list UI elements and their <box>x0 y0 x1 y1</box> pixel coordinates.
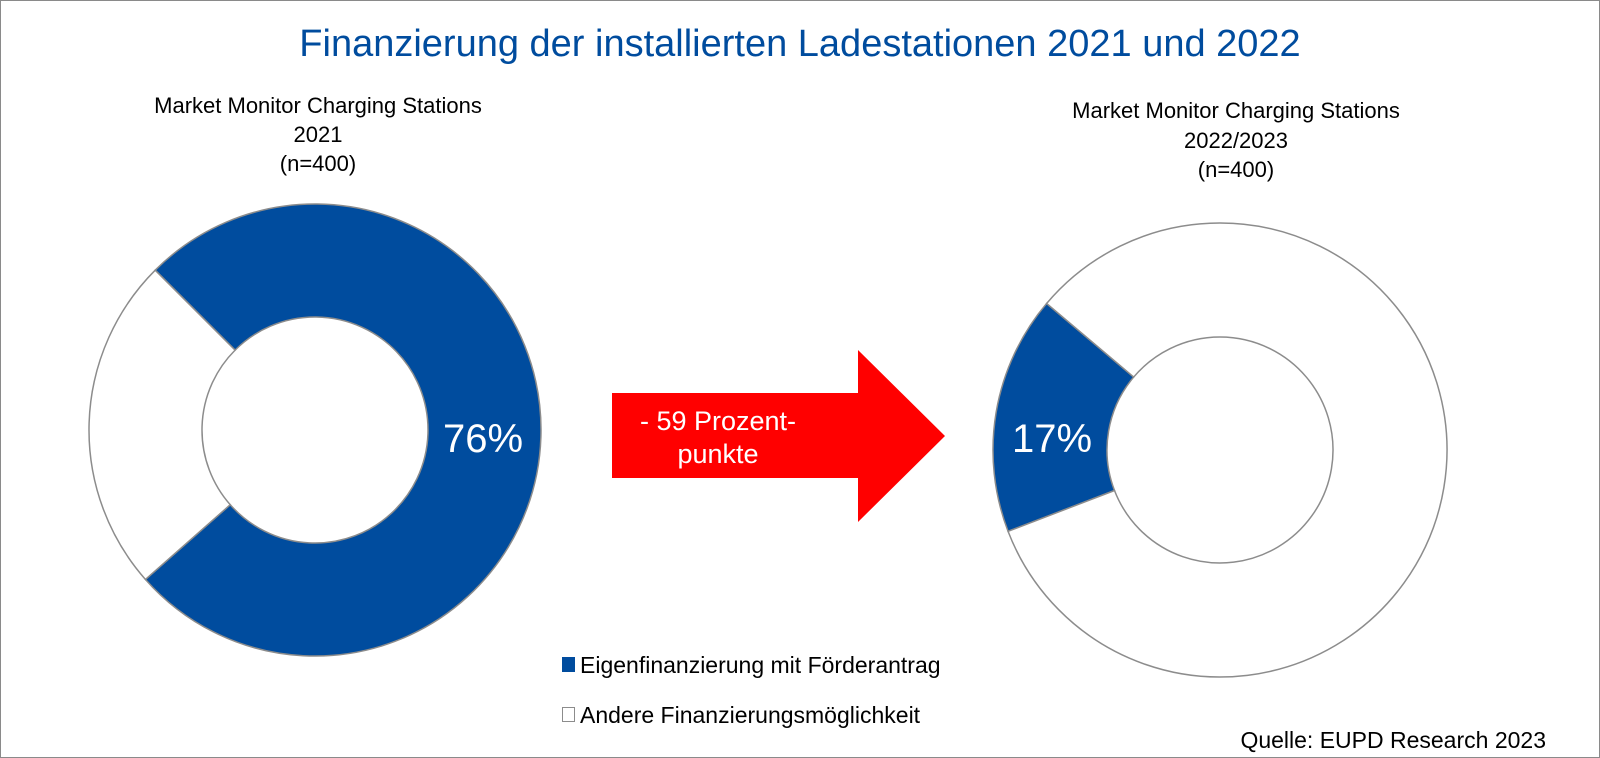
right-subtitle: Market Monitor Charging Stations 2022/20… <box>1072 98 1400 182</box>
left-subtitle: Market Monitor Charging Stations 2021 (n… <box>154 93 482 176</box>
donut-slice-andere <box>1007 222 1448 678</box>
donut-2021 <box>88 203 542 657</box>
left-subtitle-line2: 2021 <box>294 122 343 147</box>
right-subtitle-line2: 2022/2023 <box>1184 128 1288 153</box>
legend: Eigenfinanzierung mit Förderantrag Ander… <box>562 652 941 728</box>
left-subtitle-line3: (n=400) <box>280 151 356 176</box>
donut-slice-andere <box>88 269 237 581</box>
donut-slice-eigenfinanzierung <box>144 203 542 657</box>
data-label-2022: 17% <box>1012 417 1092 461</box>
legend-label-andere: Andere Finanzierungsmöglichkeit <box>580 702 921 728</box>
legend-label-eigenfinanzierung: Eigenfinanzierung mit Förderantrag <box>580 652 941 678</box>
right-subtitle-line3: (n=400) <box>1198 157 1274 182</box>
source-note: Quelle: EUPD Research 2023 <box>1240 727 1546 753</box>
right-subtitle-line1: Market Monitor Charging Stations <box>1072 98 1400 123</box>
donut-2022 <box>992 222 1448 678</box>
left-subtitle-line1: Market Monitor Charging Stations <box>154 93 482 118</box>
donut-slice-eigenfinanzierung <box>992 302 1135 533</box>
data-label-2021: 76% <box>443 417 523 461</box>
arrow-shape <box>612 350 945 522</box>
change-arrow: - 59 Prozent- punkte <box>612 350 945 522</box>
legend-swatch-eigenfinanzierung <box>562 657 575 672</box>
arrow-label-line2: punkte <box>677 439 758 469</box>
arrow-label-line1: - 59 Prozent- <box>640 406 796 436</box>
chart-title: Finanzierung der installierten Ladestati… <box>299 23 1300 65</box>
legend-swatch-andere <box>562 707 575 722</box>
